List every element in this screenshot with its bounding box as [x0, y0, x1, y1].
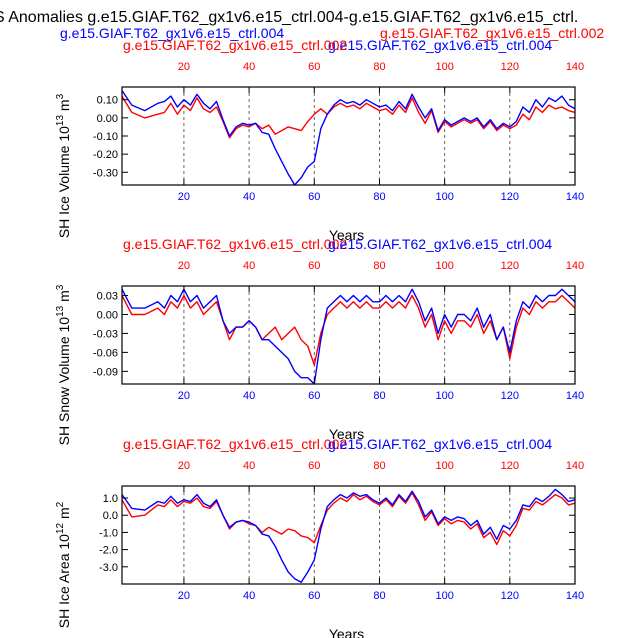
- y-tick-label: 0.00: [97, 309, 118, 321]
- x-tick-label-bottom: 100: [435, 390, 453, 402]
- y-axis-label-unit: m: [56, 99, 72, 115]
- y-tick-label: -0.20: [93, 149, 118, 161]
- y-axis-label-exponent: 13: [55, 115, 66, 127]
- y-tick-label: -0.03: [93, 328, 118, 340]
- x-tick-label-bottom: 20: [178, 191, 190, 203]
- x-tick-label-bottom: 120: [501, 191, 519, 203]
- plot-frame: [121, 485, 576, 585]
- panel-red-label: g.e15.GIAF.T62_gx1v6.e15_ctrl.002: [123, 236, 347, 252]
- chart-panel-1: 0.10 0.00 -0.10 -0.20 -0.30 20 20 40 40 60 60 80 80 1…: [55, 37, 584, 243]
- y-tick-label: -0.09: [93, 366, 118, 378]
- y-axis-label-unit: m: [56, 507, 72, 523]
- x-tick-label-bottom: 80: [373, 191, 385, 203]
- series-line-blue: [121, 488, 576, 583]
- x-tick-label-bottom: 40: [243, 590, 255, 602]
- x-tick-label-top: 20: [178, 460, 190, 472]
- y-tick-label: 0.03: [97, 290, 118, 302]
- y-tick-label: -0.10: [93, 131, 118, 143]
- series-line-red: [121, 492, 576, 546]
- x-tick-label-bottom: 100: [435, 590, 453, 602]
- chart-panel-3: 1.0 0.0 -1.0 -2.0 -3.0 20 20 40 40 60 60 80 80 100 100…: [55, 436, 584, 638]
- x-tick-label-bottom: 140: [566, 191, 584, 203]
- series-line-blue: [121, 90, 576, 186]
- x-tick-label-top: 120: [501, 460, 519, 472]
- y-axis-label-unit: m: [56, 290, 72, 306]
- y-axis-label: SH Ice Volume 1013 m3: [55, 93, 72, 238]
- panel-red-label: g.e15.GIAF.T62_gx1v6.e15_ctrl.002: [123, 436, 347, 452]
- panel-blue-label: g.e15.GIAF.T62_gx1v6.e15_ctrl.004: [328, 236, 552, 252]
- y-tick-label: 0.10: [97, 95, 118, 107]
- x-tick-label-top: 20: [178, 260, 190, 272]
- plot-frame: [121, 86, 576, 186]
- x-tick-label-bottom: 20: [178, 590, 190, 602]
- y-axis-label-main: SH Ice Area 10: [56, 534, 72, 628]
- y-axis-label: SH Ice Area 1012 m2: [55, 501, 72, 628]
- x-tick-label-bottom: 120: [501, 590, 519, 602]
- y-tick-label: -0.30: [93, 167, 118, 179]
- plot-frame: [121, 285, 576, 385]
- x-tick-label-top: 20: [178, 61, 190, 73]
- x-tick-label-top: 40: [243, 460, 255, 472]
- x-tick-label-bottom: 20: [178, 390, 190, 402]
- series-line-red: [121, 95, 576, 139]
- x-tick-label-bottom: 80: [373, 390, 385, 402]
- x-tick-label-top: 140: [566, 460, 584, 472]
- x-tick-label-top: 60: [308, 61, 320, 73]
- y-tick-label: 0.00: [97, 113, 118, 125]
- x-tick-label-top: 40: [243, 61, 255, 73]
- x-tick-label-top: 120: [501, 61, 519, 73]
- y-axis-label-exponent: 12: [55, 522, 66, 534]
- y-tick-label: -2.0: [99, 545, 118, 557]
- y-tick-label: -3.0: [99, 562, 118, 574]
- x-tick-label-top: 80: [373, 260, 385, 272]
- y-tick-label: -1.0: [99, 527, 118, 539]
- y-axis-label-main: SH Ice Volume 10: [56, 126, 72, 238]
- x-tick-label-bottom: 140: [566, 590, 584, 602]
- panel-red-label: g.e15.GIAF.T62_gx1v6.e15_ctrl.002: [123, 37, 347, 53]
- y-axis-label-unit-power: 3: [55, 93, 66, 99]
- x-axis-label: Years: [329, 626, 364, 638]
- x-tick-label-bottom: 40: [243, 191, 255, 203]
- x-axis-label: Years: [329, 426, 364, 442]
- x-tick-label-top: 100: [435, 260, 453, 272]
- x-tick-label-top: 140: [566, 260, 584, 272]
- x-tick-label-bottom: 80: [373, 590, 385, 602]
- x-tick-label-bottom: 60: [308, 191, 320, 203]
- panel-blue-label: g.e15.GIAF.T62_gx1v6.e15_ctrl.004: [328, 436, 552, 452]
- y-axis-label-unit-power: 3: [55, 284, 66, 290]
- x-tick-label-top: 40: [243, 260, 255, 272]
- x-tick-label-bottom: 120: [501, 390, 519, 402]
- x-tick-label-bottom: 40: [243, 390, 255, 402]
- y-tick-label: -0.06: [93, 347, 118, 359]
- x-tick-label-bottom: 140: [566, 390, 584, 402]
- x-tick-label-bottom: 60: [308, 590, 320, 602]
- x-tick-label-top: 60: [308, 460, 320, 472]
- series-line-blue: [121, 288, 576, 385]
- x-tick-label-top: 100: [435, 460, 453, 472]
- panel-blue-label: g.e15.GIAF.T62_gx1v6.e15_ctrl.004: [328, 37, 552, 53]
- y-axis-label: SH Snow Volume 1013 m3: [55, 284, 72, 445]
- x-tick-label-top: 60: [308, 260, 320, 272]
- series-line-red: [121, 294, 576, 366]
- x-tick-label-bottom: 100: [435, 191, 453, 203]
- y-axis-label-unit-power: 2: [55, 501, 66, 507]
- chart-panel-2: 0.03 0.00 -0.03 -0.06 -0.09 20 20 40 40 60 60 80 80 1…: [55, 236, 584, 445]
- y-tick-label: 1.0: [103, 493, 118, 505]
- x-axis-label: Years: [329, 227, 364, 243]
- x-tick-label-top: 140: [566, 61, 584, 73]
- y-axis-label-main: SH Snow Volume 10: [56, 317, 72, 446]
- x-tick-label-top: 80: [373, 460, 385, 472]
- y-axis-label-exponent: 13: [55, 305, 66, 317]
- x-tick-label-top: 120: [501, 260, 519, 272]
- figure-title: S Anomalies g.e15.GIAF.T62_gx1v6.e15_ctr…: [0, 9, 578, 26]
- x-tick-label-top: 80: [373, 61, 385, 73]
- top-red-label: g.e15.GIAF.T62_gx1v6.e15_ctrl.002: [380, 25, 604, 41]
- top-blue-label: g.e15.GIAF.T62_gx1v6.e15_ctrl.004: [60, 25, 284, 41]
- x-tick-label-top: 100: [435, 61, 453, 73]
- x-tick-label-bottom: 60: [308, 390, 320, 402]
- y-tick-label: 0.0: [103, 510, 118, 522]
